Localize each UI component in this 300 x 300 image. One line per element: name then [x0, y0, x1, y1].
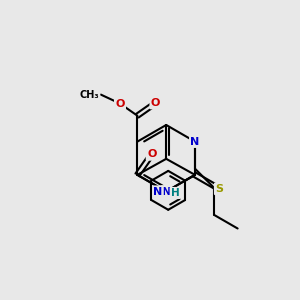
Text: N: N [190, 136, 200, 147]
Text: N: N [162, 187, 171, 196]
Text: O: O [115, 98, 125, 109]
Text: N: N [153, 187, 163, 196]
Text: H: H [171, 188, 179, 198]
Text: CH₃: CH₃ [80, 90, 99, 100]
Text: S: S [215, 184, 223, 194]
Text: O: O [147, 149, 156, 159]
Text: O: O [151, 98, 160, 108]
